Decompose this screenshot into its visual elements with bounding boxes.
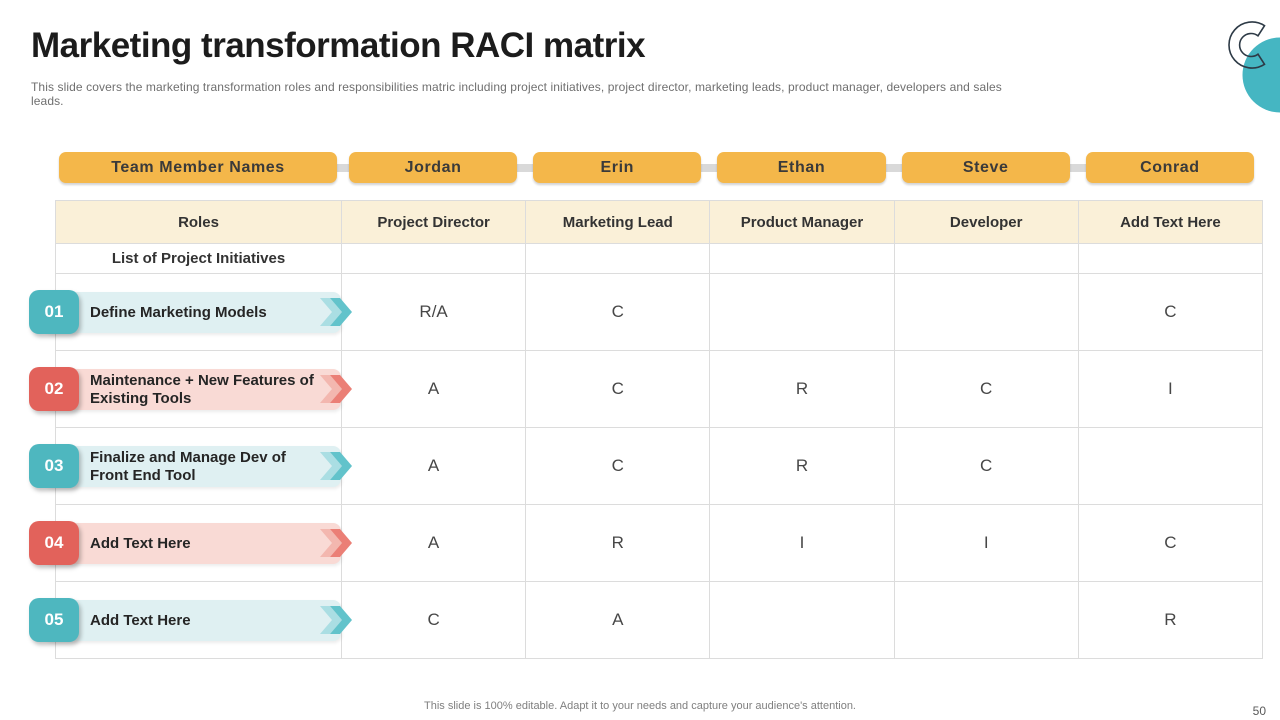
raci-cell: A <box>342 505 527 582</box>
page-title: Marketing transformation RACI matrix <box>31 26 646 65</box>
raci-cell: C <box>1078 505 1263 582</box>
initiative-label: Define Marketing Models <box>90 303 267 321</box>
double-chevron-icon <box>320 529 352 557</box>
teal-circle-shape <box>1242 37 1280 113</box>
editable-note: This slide is 100% editable. Adapt it to… <box>424 700 856 712</box>
initiative-pill: Maintenance + New Features of Existing T… <box>44 369 341 410</box>
double-chevron-icon <box>320 375 352 403</box>
raci-cell: C <box>894 351 1079 428</box>
crescent-outline-shape <box>1228 21 1266 69</box>
initiative-pill: Define Marketing Models <box>44 292 341 333</box>
initiative-pill: Add Text Here <box>44 600 341 641</box>
initiative-number-badge: 04 <box>29 521 79 565</box>
raci-cell: C <box>526 351 711 428</box>
raci-cell: A <box>342 428 527 505</box>
empty-cell <box>342 244 527 274</box>
initiative-number-badge: 05 <box>29 598 79 642</box>
raci-cell: C <box>894 428 1079 505</box>
raci-cell: C <box>526 274 711 351</box>
initiative-label: Add Text Here <box>90 534 191 552</box>
raci-cell: C <box>526 428 711 505</box>
initiative-number-badge: 03 <box>29 444 79 488</box>
raci-cell: R <box>710 428 895 505</box>
initiative-label: Maintenance + New Features of Existing T… <box>90 371 314 407</box>
raci-cell <box>894 582 1079 659</box>
team-button-conrad: Conrad <box>1085 152 1254 183</box>
team-button-steve: Steve <box>901 152 1070 183</box>
team-members-header-button: Team Member Names <box>59 152 337 183</box>
raci-cell: I <box>894 505 1079 582</box>
raci-cell: R/A <box>342 274 527 351</box>
circle-crescent-decoration <box>1228 21 1280 113</box>
double-chevron-icon <box>320 452 352 480</box>
raci-cell: A <box>526 582 711 659</box>
raci-cell: R <box>526 505 711 582</box>
column-header-product-manager: Product Manager <box>710 201 895 244</box>
column-header-project-director: Project Director <box>342 201 527 244</box>
double-chevron-icon <box>320 606 352 634</box>
team-button-ethan: Ethan <box>717 152 886 183</box>
raci-cell: I <box>1078 351 1263 428</box>
raci-cell <box>710 274 895 351</box>
raci-cell: I <box>710 505 895 582</box>
empty-cell <box>894 244 1079 274</box>
raci-cell <box>1078 428 1263 505</box>
empty-cell <box>710 244 895 274</box>
column-header-developer: Developer <box>894 201 1079 244</box>
initiative-number-badge: 01 <box>29 290 79 334</box>
empty-cell <box>1078 244 1263 274</box>
raci-cell <box>894 274 1079 351</box>
initiative-row-02: Maintenance + New Features of Existing T… <box>29 351 352 428</box>
initiative-label: Finalize and Manage Dev of Front End Too… <box>90 448 286 484</box>
page-subtitle: This slide covers the marketing transfor… <box>31 80 1002 108</box>
initiative-row-04: Add Text Here 04 <box>29 505 352 582</box>
initiative-number-badge: 02 <box>29 367 79 411</box>
column-header-roles: Roles <box>56 201 342 244</box>
initiative-label: Add Text Here <box>90 611 191 629</box>
raci-cell: C <box>1078 274 1263 351</box>
initiative-row-05: Add Text Here 05 <box>29 582 352 659</box>
initiative-pill: Add Text Here <box>44 523 341 564</box>
team-button-erin: Erin <box>533 152 702 183</box>
initiatives-row-label: List of Project Initiatives <box>56 244 342 274</box>
team-member-button-row: Team Member Names Jordan Erin Ethan Stev… <box>55 152 1262 183</box>
empty-cell <box>526 244 711 274</box>
initiative-pill: Finalize and Manage Dev of Front End Too… <box>44 446 341 487</box>
double-chevron-icon <box>320 298 352 326</box>
team-button-jordan: Jordan <box>349 152 518 183</box>
raci-cell: C <box>342 582 527 659</box>
raci-cell <box>710 582 895 659</box>
column-header-add-text: Add Text Here <box>1078 201 1263 244</box>
initiative-row-01: Define Marketing Models 01 <box>29 274 352 351</box>
raci-cell: A <box>342 351 527 428</box>
raci-cell: R <box>710 351 895 428</box>
initiative-row-03: Finalize and Manage Dev of Front End Too… <box>29 428 352 505</box>
raci-matrix-table: Roles Project Director Marketing Lead Pr… <box>29 200 1263 659</box>
page-number: 50 <box>1252 704 1266 718</box>
column-header-marketing-lead: Marketing Lead <box>526 201 711 244</box>
raci-cell: R <box>1078 582 1263 659</box>
